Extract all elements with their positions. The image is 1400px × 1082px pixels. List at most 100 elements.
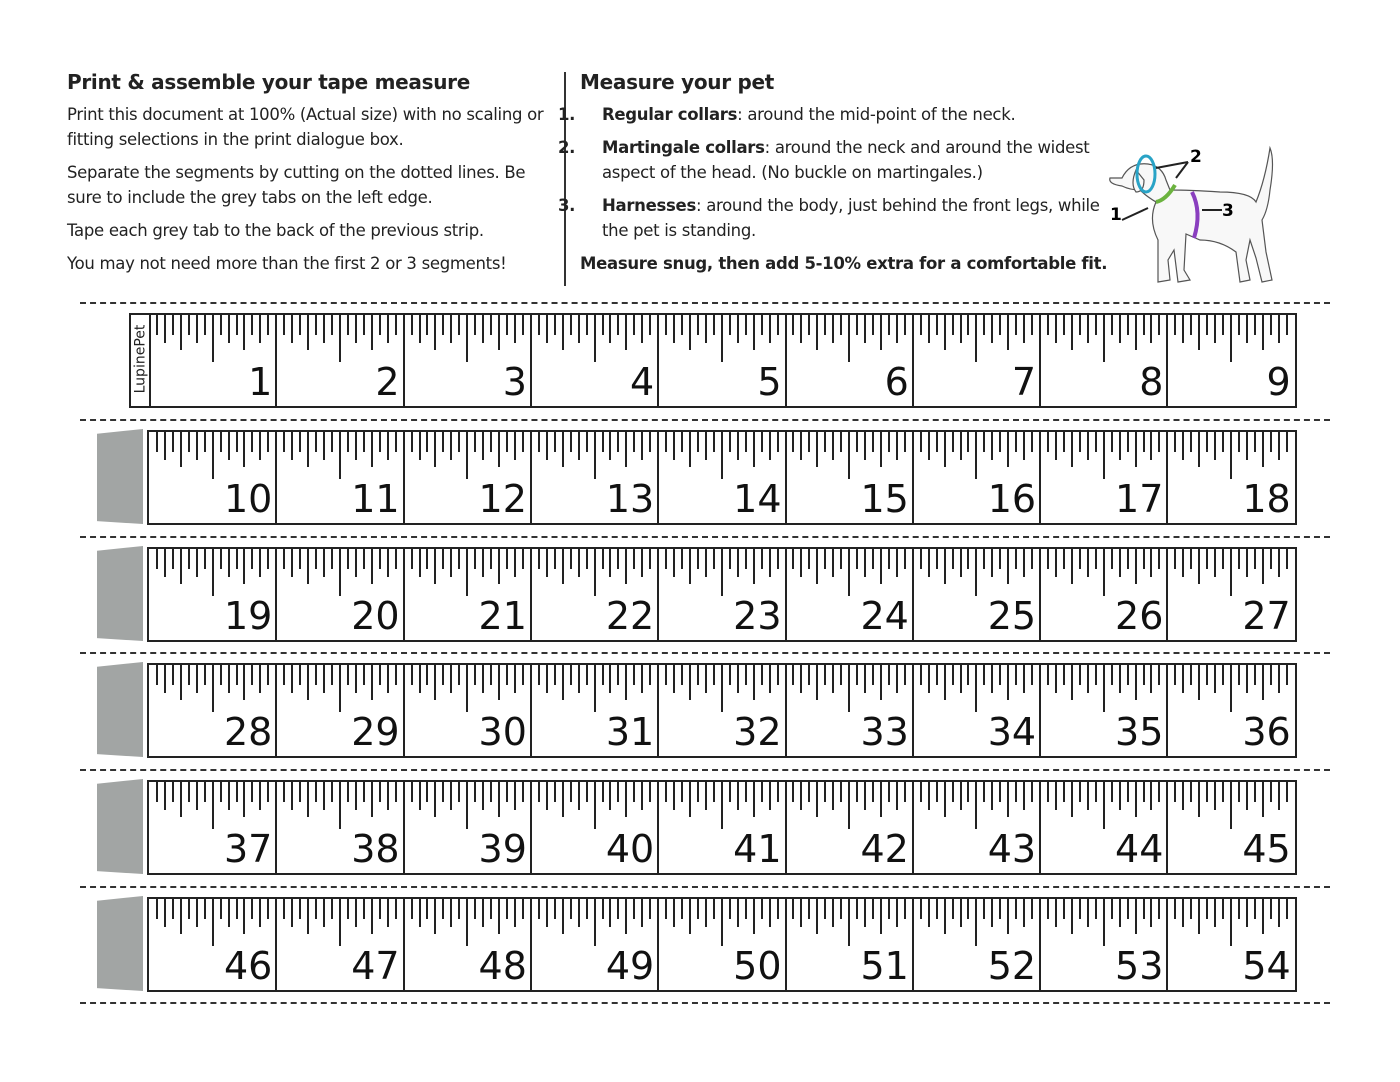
tick-mark (283, 782, 286, 802)
inch-line (402, 315, 405, 406)
tick-mark (315, 549, 318, 569)
tick-mark (752, 549, 755, 584)
tick-mark (887, 432, 890, 452)
tick-mark (506, 899, 509, 919)
tick-mark (553, 315, 556, 335)
tick-mark (1206, 665, 1209, 685)
tick-mark (1047, 782, 1050, 802)
inch-number: 13 (605, 477, 655, 521)
tick-mark (1110, 432, 1113, 452)
tick-mark (617, 549, 620, 569)
tick-mark (649, 549, 652, 569)
tick-mark (617, 665, 620, 685)
tick-mark (1023, 665, 1026, 693)
tick-mark (1285, 549, 1288, 569)
cut-line (80, 302, 1330, 304)
tick-mark (1285, 432, 1288, 452)
tick-mark (187, 899, 190, 919)
tick-mark (673, 315, 676, 343)
inch-line (402, 432, 405, 523)
tick-mark (426, 665, 429, 685)
inch-line (911, 782, 914, 873)
tick-mark (426, 315, 429, 335)
tick-mark (259, 899, 262, 927)
tick-mark (1134, 899, 1137, 934)
tick-mark (521, 782, 524, 802)
tick-mark (537, 782, 540, 802)
tick-mark (1062, 782, 1065, 802)
tick-mark (235, 782, 238, 802)
tick-mark (211, 315, 214, 362)
tick-mark (967, 432, 970, 452)
tick-mark (1222, 782, 1225, 802)
inch-number: 16 (987, 477, 1037, 521)
inch-line (529, 432, 532, 523)
tick-mark (617, 899, 620, 919)
tick-mark (856, 432, 859, 452)
tick-mark (569, 432, 572, 452)
tick-mark (458, 432, 461, 452)
tick-mark (1190, 665, 1193, 685)
tick-mark (386, 665, 389, 693)
tick-mark (195, 549, 198, 577)
tick-mark (848, 549, 851, 596)
dog-measurement-diagram: 2 1 3 (1109, 145, 1274, 283)
tick-mark (1134, 665, 1137, 700)
tick-mark (641, 665, 644, 693)
tick-mark (720, 315, 723, 362)
tick-mark (1222, 432, 1225, 452)
tick-mark (689, 549, 692, 584)
tick-mark (903, 665, 906, 685)
tick-mark (887, 782, 890, 802)
tick-mark (394, 549, 397, 569)
tick-mark (1174, 432, 1177, 452)
tick-mark (1230, 549, 1233, 596)
inch-line (657, 315, 660, 406)
tick-mark (887, 899, 890, 919)
tick-mark (1174, 899, 1177, 919)
tick-mark (609, 315, 612, 343)
tick-mark (1230, 315, 1233, 362)
inch-number: 4 (630, 360, 655, 404)
inch-line (1039, 549, 1042, 640)
tick-mark (155, 315, 158, 335)
tick-mark (752, 899, 755, 934)
tick-mark (235, 315, 238, 335)
tick-mark (1086, 899, 1089, 927)
tick-mark (609, 549, 612, 577)
tick-mark (1150, 432, 1153, 460)
tick-mark (506, 549, 509, 569)
tick-mark (895, 665, 898, 693)
tick-mark (537, 432, 540, 452)
tick-mark (163, 782, 166, 810)
tick-mark (410, 549, 413, 569)
tick-mark (394, 899, 397, 919)
inch-number: 46 (223, 944, 273, 988)
tick-mark (760, 549, 763, 569)
tick-mark (545, 899, 548, 927)
tick-mark (895, 899, 898, 927)
tick-mark (816, 432, 819, 467)
tick-mark (641, 315, 644, 343)
inch-number: 38 (351, 827, 400, 871)
tick-mark (1118, 549, 1121, 577)
tick-mark (872, 899, 875, 919)
tick-mark (195, 782, 198, 810)
tick-mark (307, 432, 310, 467)
tick-mark (561, 782, 564, 817)
tick-mark (1206, 899, 1209, 919)
tick-mark (1015, 315, 1018, 335)
cut-line (80, 536, 1330, 538)
tick-mark (267, 432, 270, 452)
tick-mark (267, 899, 270, 919)
tick-mark (155, 782, 158, 802)
tick-mark (466, 665, 469, 712)
tick-mark (792, 549, 795, 569)
tick-mark (856, 549, 859, 569)
tick-mark (577, 432, 580, 460)
tick-mark (872, 782, 875, 802)
tick-mark (545, 549, 548, 577)
tick-mark (370, 665, 373, 700)
inch-line (275, 665, 278, 756)
tick-mark (1015, 549, 1018, 569)
